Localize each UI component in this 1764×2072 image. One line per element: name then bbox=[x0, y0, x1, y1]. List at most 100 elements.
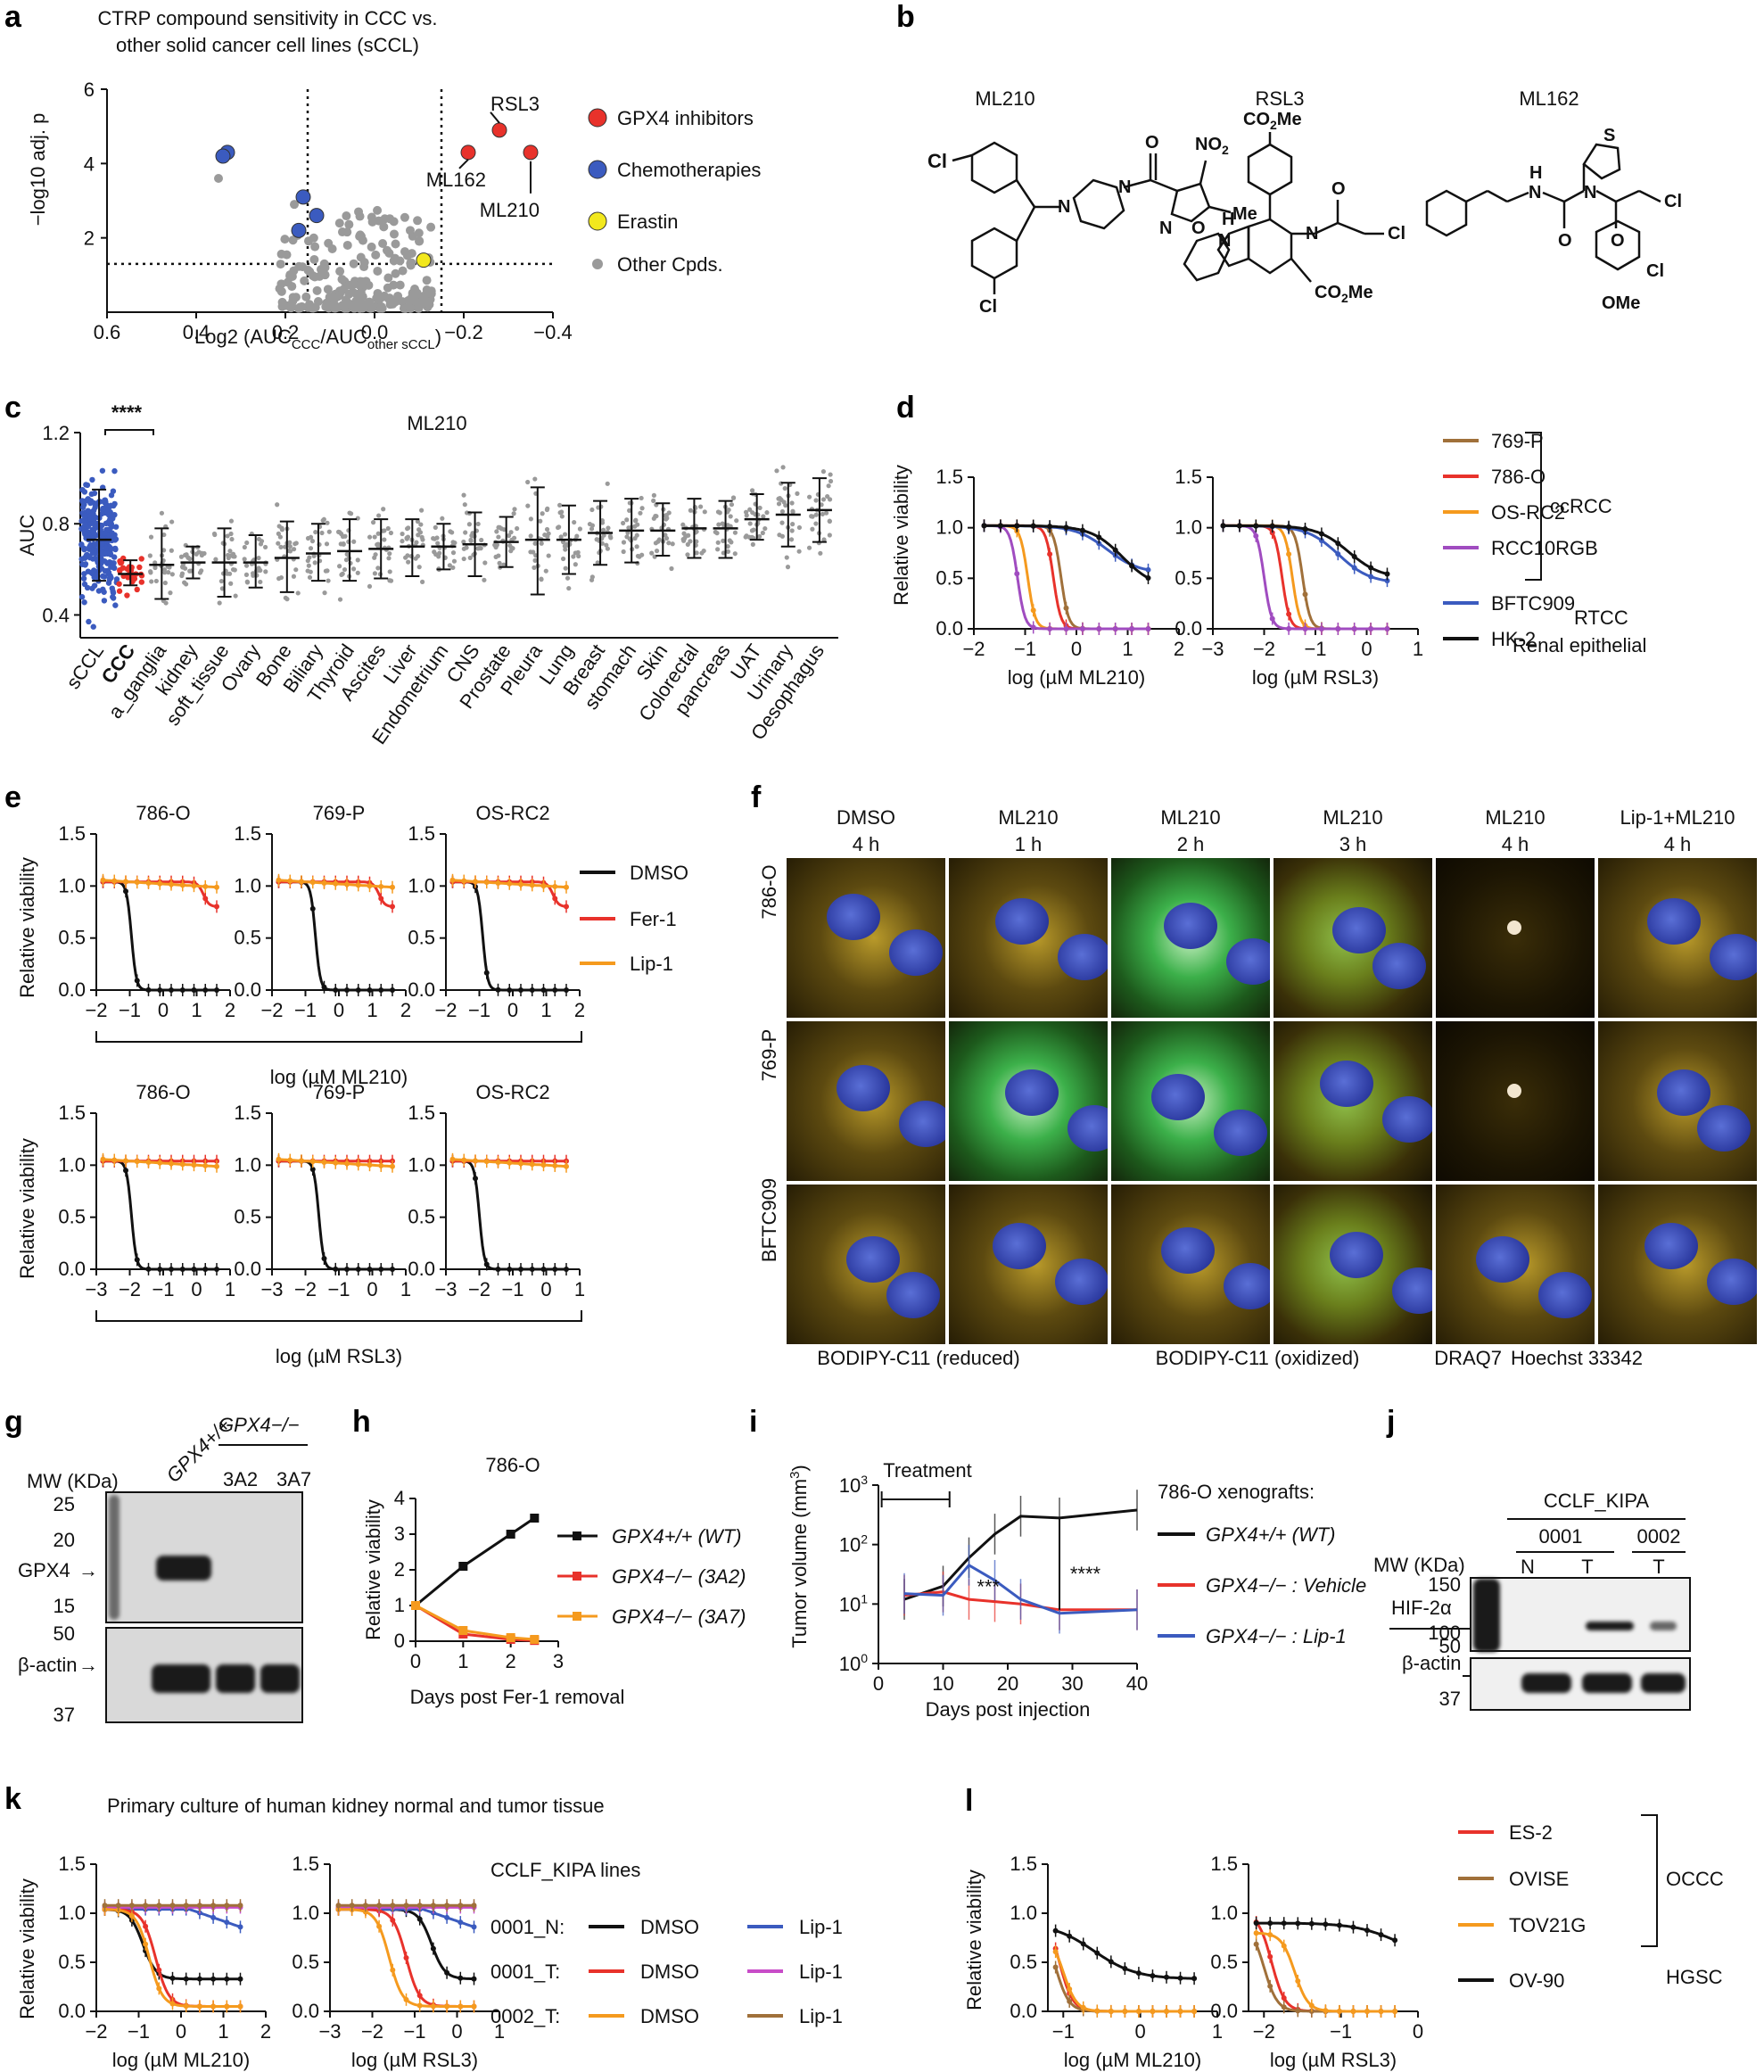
chart-c-point bbox=[714, 531, 720, 536]
chart-c-point bbox=[813, 512, 819, 517]
chart-h-xtick-label: 3 bbox=[553, 1650, 564, 1672]
chart-c-point bbox=[90, 623, 96, 630]
chart-c-point bbox=[99, 541, 105, 548]
chart-c-point bbox=[130, 574, 136, 581]
chart-c-point bbox=[784, 555, 789, 560]
chart-e-r0-c0-dmso bbox=[103, 880, 217, 992]
chart-d1-curve-point bbox=[1063, 524, 1069, 531]
chart-e-r1-c1-ytick-label: 1.0 bbox=[234, 1153, 261, 1176]
chart-d2-xlabel: log (µM RSL3) bbox=[1252, 666, 1379, 689]
chart-a-other-point bbox=[344, 219, 354, 229]
blot-g-ladder bbox=[109, 1495, 120, 1620]
chart-c-point bbox=[716, 522, 721, 527]
chart-h-series-point bbox=[530, 1635, 540, 1644]
chart-l-0-curve-point bbox=[1164, 1974, 1169, 1980]
chart-e-r0-c2-dmso-point bbox=[483, 970, 490, 976]
legend-h-marker bbox=[573, 1531, 581, 1540]
chart-d1-curve-point bbox=[997, 523, 1003, 529]
chart-c-point bbox=[381, 507, 386, 512]
chart-e-r1-c0-lip1-point bbox=[169, 1160, 174, 1167]
chart-c-point bbox=[309, 538, 316, 544]
chart-c-point bbox=[276, 524, 282, 529]
chart-l-0-curve-point bbox=[1122, 1966, 1128, 1972]
chart-c-point bbox=[725, 549, 731, 554]
chart-c-ytick-label: 0.8 bbox=[42, 513, 70, 535]
chart-c-point bbox=[78, 594, 86, 600]
chart-l-0-xtick-label: −1 bbox=[1052, 2020, 1075, 2043]
chart-d2-curve bbox=[1223, 524, 1388, 631]
chart-k-0-lip1-point bbox=[156, 1903, 162, 1909]
chart-d2-curve-point bbox=[1220, 523, 1226, 529]
chart-c-point bbox=[326, 578, 331, 583]
chart-h-ytick-label: 0 bbox=[394, 1630, 405, 1652]
chart-c-point bbox=[624, 517, 630, 523]
chart-e-r0-c1-lip1-point bbox=[344, 881, 350, 887]
legend-k-row-label: 0001_N: bbox=[490, 1916, 565, 1938]
chart-i-xtick-label: 0 bbox=[873, 1672, 884, 1695]
chart-c-point bbox=[319, 530, 325, 536]
chart-e-r1-c2-dmso-point bbox=[564, 1267, 569, 1272]
chart-a-other-point bbox=[373, 205, 383, 215]
chart-i-ytick-label: 101 bbox=[839, 1591, 868, 1615]
chart-a-other-point bbox=[383, 273, 393, 283]
chart-k-0-xlabel: log (µM ML210) bbox=[112, 2049, 251, 2071]
chart-a-other-point bbox=[379, 291, 389, 301]
chart-i-sig-2: **** bbox=[1070, 1563, 1101, 1585]
chart-c-point bbox=[308, 546, 314, 551]
chart-c-point bbox=[322, 590, 327, 596]
chart-k-1-dmso-point bbox=[390, 1967, 396, 1973]
micrograph-r2-c0 bbox=[785, 1183, 947, 1346]
chart-e-r0-c1-lip1-point bbox=[333, 880, 339, 887]
chart-c-point bbox=[499, 526, 504, 532]
chart-c-point bbox=[461, 546, 466, 551]
chart-e-r0-c1-dmso-point bbox=[390, 987, 395, 993]
chart-c-point bbox=[159, 510, 165, 516]
chart-c-point bbox=[149, 579, 154, 584]
chart-c-point bbox=[111, 537, 119, 543]
chart-d1-ytick-label: 1.0 bbox=[936, 516, 963, 539]
legend-d-label: RCC10RGB bbox=[1491, 537, 1598, 559]
panel-letter-c: c bbox=[4, 391, 21, 425]
chart-e-r1-c0-subtitle: 786-O bbox=[136, 1081, 190, 1103]
chart-c-point bbox=[179, 573, 185, 579]
chart-c-point bbox=[308, 534, 314, 540]
chart-e-r0-c2-dmso bbox=[452, 880, 566, 992]
chart-c-point bbox=[244, 540, 250, 546]
chart-c-point bbox=[639, 552, 645, 557]
chart-c-point bbox=[565, 575, 571, 581]
chart-k-legend: 0001_N: DMSO Lip-1 0001_T: DMSO Lip-1 0002_T: D… bbox=[490, 1916, 843, 2027]
chart-c-point bbox=[449, 530, 455, 535]
chart-d2-curve-point bbox=[1318, 531, 1324, 537]
cell-nucleus bbox=[995, 898, 1049, 945]
chart-h-series-line bbox=[415, 1604, 535, 1641]
chart-k-1-dmso-point bbox=[471, 2003, 477, 2010]
chart-h-ytick-label: 1 bbox=[394, 1594, 405, 1616]
chart-k-0-lip1-point bbox=[196, 1903, 202, 1909]
chart-c-point bbox=[576, 553, 581, 559]
panel-h: h 786-O 0 1 2 3 0 1 2 3 4 Relative viability Day… bbox=[352, 1405, 746, 1708]
cell-nucleus bbox=[1067, 1105, 1108, 1152]
chart-c-point bbox=[415, 519, 421, 524]
chart-a-other-point bbox=[389, 280, 399, 290]
chart-c-point bbox=[818, 550, 823, 556]
chart-c-point bbox=[435, 541, 441, 546]
micrograph-r2-c2 bbox=[1109, 1183, 1272, 1346]
chart-c-point bbox=[262, 544, 268, 550]
chart-a-other-point bbox=[285, 270, 295, 280]
chart-a-other-point bbox=[305, 267, 315, 277]
chart-a-other-point bbox=[398, 266, 408, 276]
blot-g-lane-ko: GPX4−/− bbox=[218, 1414, 300, 1436]
legend-erastin-marker bbox=[588, 211, 607, 231]
chart-k-1-xtick-label: 1 bbox=[494, 2020, 505, 2043]
chart-c-point bbox=[634, 544, 639, 549]
chart-e-r0-c0-dmso-point bbox=[123, 888, 128, 895]
chart-e-ylabel-top: Relative viability bbox=[16, 857, 38, 998]
chart-a-gpx4-point bbox=[491, 122, 507, 138]
chart-c-point bbox=[532, 557, 538, 563]
chart-c-point bbox=[101, 598, 108, 604]
micrograph-r0-c3 bbox=[1272, 856, 1434, 1019]
chart-e-r0-c2-lip1-point bbox=[449, 877, 456, 883]
cell-nucleus bbox=[846, 1236, 900, 1283]
